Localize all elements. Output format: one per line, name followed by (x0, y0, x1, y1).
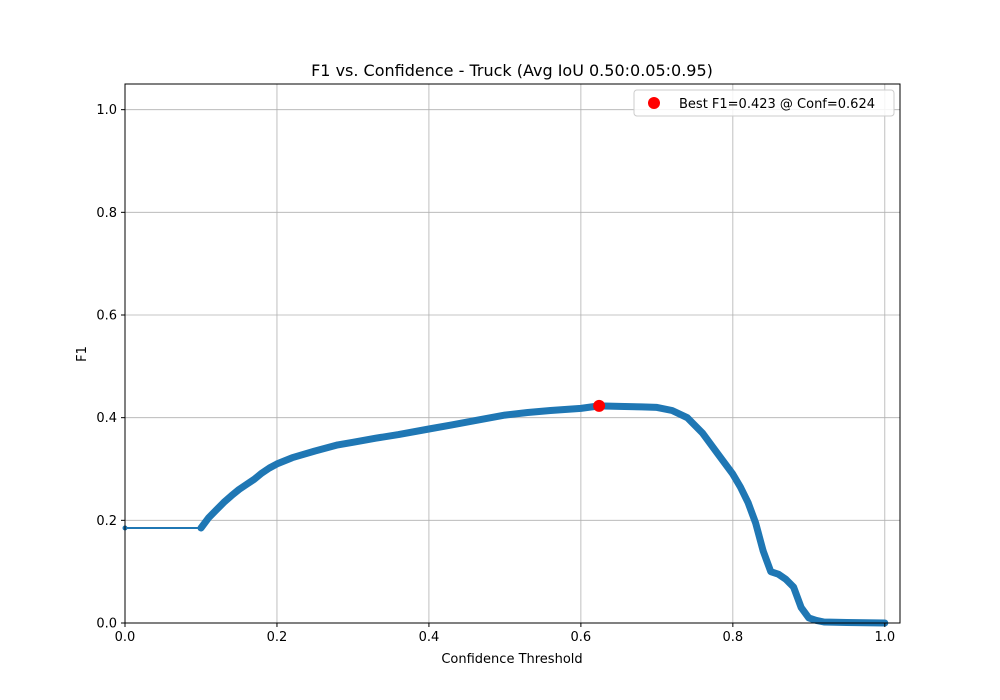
chart-title: F1 vs. Confidence - Truck (Avg IoU 0.50:… (311, 61, 713, 80)
best-f1-marker (593, 399, 606, 412)
legend-best-marker (648, 97, 660, 109)
y-tick-label-2: 0.4 (96, 411, 117, 426)
series-line-0 (197, 402, 889, 627)
marker-layer (593, 399, 606, 412)
y-tick-label-3: 0.6 (96, 309, 117, 324)
x-tick-label-3: 0.6 (571, 630, 592, 645)
y-tick-label-1: 0.2 (96, 514, 117, 529)
x-axis-label: Confidence Threshold (441, 652, 582, 667)
x-tick-label-2: 0.4 (419, 630, 440, 645)
plot-frame (124, 83, 901, 624)
legend-box (633, 89, 895, 117)
y-tick-label-4: 0.8 (96, 206, 117, 221)
x-tick-label-4: 0.8 (722, 630, 743, 645)
tick-layer: 0.0 0.2 0.4 0.6 0.8 1.0 0.0 0.2 0.4 0.6 0.8 1.0 (96, 103, 895, 645)
y-axis-label: F1 (75, 346, 90, 362)
legend-label: Best F1=0.423 @ Conf=0.624 (679, 97, 875, 112)
x-tick-label-0: 0.0 (115, 630, 136, 645)
y-tick-label-0: 0.0 (96, 617, 117, 632)
legend: Best F1=0.423 @ Conf=0.624 (633, 89, 895, 117)
x-tick-label-1: 0.2 (267, 630, 288, 645)
grid-layer (124, 84, 900, 624)
x-tick-label-5: 1.0 (874, 630, 895, 645)
y-tick-label-5: 1.0 (96, 103, 117, 118)
series-layer (122, 402, 889, 627)
